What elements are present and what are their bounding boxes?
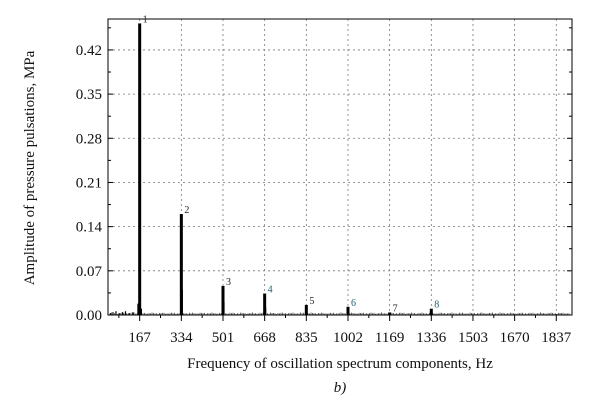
y-tick-label: 0.07 — [76, 264, 103, 280]
x-axis-title: Frequency of oscillation spectrum compon… — [187, 356, 493, 372]
x-tick-label: 1169 — [375, 330, 404, 346]
y-tick-label: 0.00 — [76, 308, 102, 324]
peak-bar-8 — [429, 308, 433, 315]
y-axis-ticks: 0.00 0.07 0.14 0.21 0.28 0.35 0.42 — [76, 27, 572, 324]
x-tick-label: 334 — [170, 330, 193, 346]
noise-floor — [109, 312, 570, 315]
y-tick-label: 0.42 — [76, 43, 102, 59]
y-axis-title: Amplitude of pressure pulsations, MPa — [22, 50, 38, 285]
peak-bar-3 — [221, 285, 225, 315]
peak-bar-5 — [304, 304, 308, 315]
y-tick-label: 0.35 — [76, 87, 102, 103]
peak-bar-1 — [138, 23, 142, 316]
x-tick-label: 1670 — [500, 330, 530, 346]
plot-frame — [107, 18, 573, 316]
peak-labels: 1 2 3 4 5 6 7 8 — [143, 14, 440, 314]
minor-spikes — [137, 289, 267, 315]
grid-lines — [108, 19, 572, 315]
peak-label-6: 6 — [351, 298, 356, 309]
x-tick-label: 1336 — [416, 330, 447, 346]
peak-bar-4 — [263, 293, 267, 315]
peak-label-3: 3 — [226, 277, 231, 288]
x-tick-label: 167 — [128, 330, 151, 346]
panel-label: b) — [334, 380, 347, 396]
y-tick-label: 0.28 — [76, 131, 102, 147]
x-tick-label: 1002 — [333, 330, 363, 346]
x-tick-label: 668 — [253, 330, 276, 346]
y-tick-label: 0.14 — [76, 220, 103, 236]
x-axis-ticks: 167 334 501 668 835 1002 1169 1336 1503 1670 1837 — [118, 315, 572, 346]
peak-label-2: 2 — [184, 205, 189, 216]
y-tick-label: 0.21 — [76, 175, 102, 191]
peak-label-5: 5 — [309, 296, 314, 307]
peak-label-7: 7 — [393, 303, 398, 314]
peak-bar-7 — [388, 312, 392, 315]
peak-label-4: 4 — [268, 285, 273, 296]
peak-label-8: 8 — [434, 300, 439, 311]
x-tick-label: 835 — [295, 330, 318, 346]
x-tick-label: 1837 — [541, 330, 572, 346]
baseline-noise — [109, 311, 570, 315]
x-tick-label: 501 — [212, 330, 235, 346]
peak-bar-2 — [179, 214, 183, 315]
peak-bar-6 — [346, 306, 350, 315]
peak-bars — [138, 23, 433, 316]
peak-label-1: 1 — [143, 14, 148, 25]
x-tick-label: 1503 — [458, 330, 488, 346]
